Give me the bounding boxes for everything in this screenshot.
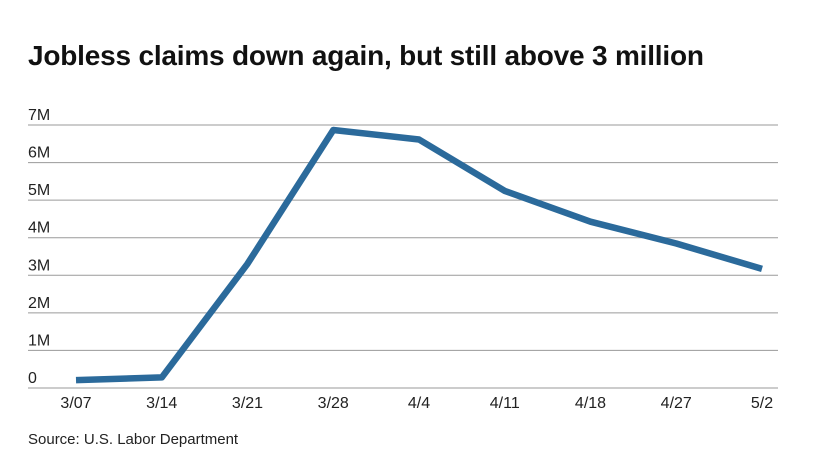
y-tick-label: 5M <box>28 182 50 199</box>
y-tick-label: 4M <box>28 220 50 237</box>
series-group <box>75 126 763 384</box>
x-tick-label: 3/14 <box>146 395 177 412</box>
x-tick-label: 4/4 <box>408 395 430 412</box>
x-tick-label: 4/18 <box>575 395 606 412</box>
x-tick-label: 4/27 <box>661 395 692 412</box>
source-note: Source: U.S. Labor Department <box>28 431 239 448</box>
x-tick-label: 5/2 <box>751 395 773 412</box>
x-tick-label: 4/11 <box>490 395 520 412</box>
x-axis-labels: 3/07 3/14 3/21 3/28 4/4 4/11 4/18 4/27 5/2 <box>60 395 773 412</box>
y-axis-labels: 0 1M 2M 3M 4M 5M 6M 7M <box>28 107 50 387</box>
gridlines <box>28 124 778 389</box>
series-line-0 <box>75 126 763 384</box>
y-tick-label: 0 <box>28 370 37 387</box>
x-tick-label: 3/28 <box>318 395 349 412</box>
y-tick-label: 1M <box>28 332 50 349</box>
x-tick-label: 3/21 <box>232 395 263 412</box>
chart-title: Jobless claims down again, but still abo… <box>28 40 704 71</box>
y-tick-label: 7M <box>28 107 50 124</box>
y-tick-label: 2M <box>28 295 50 312</box>
y-tick-label: 6M <box>28 145 50 162</box>
y-tick-label: 3M <box>28 257 50 274</box>
x-tick-label: 3/07 <box>60 395 91 412</box>
